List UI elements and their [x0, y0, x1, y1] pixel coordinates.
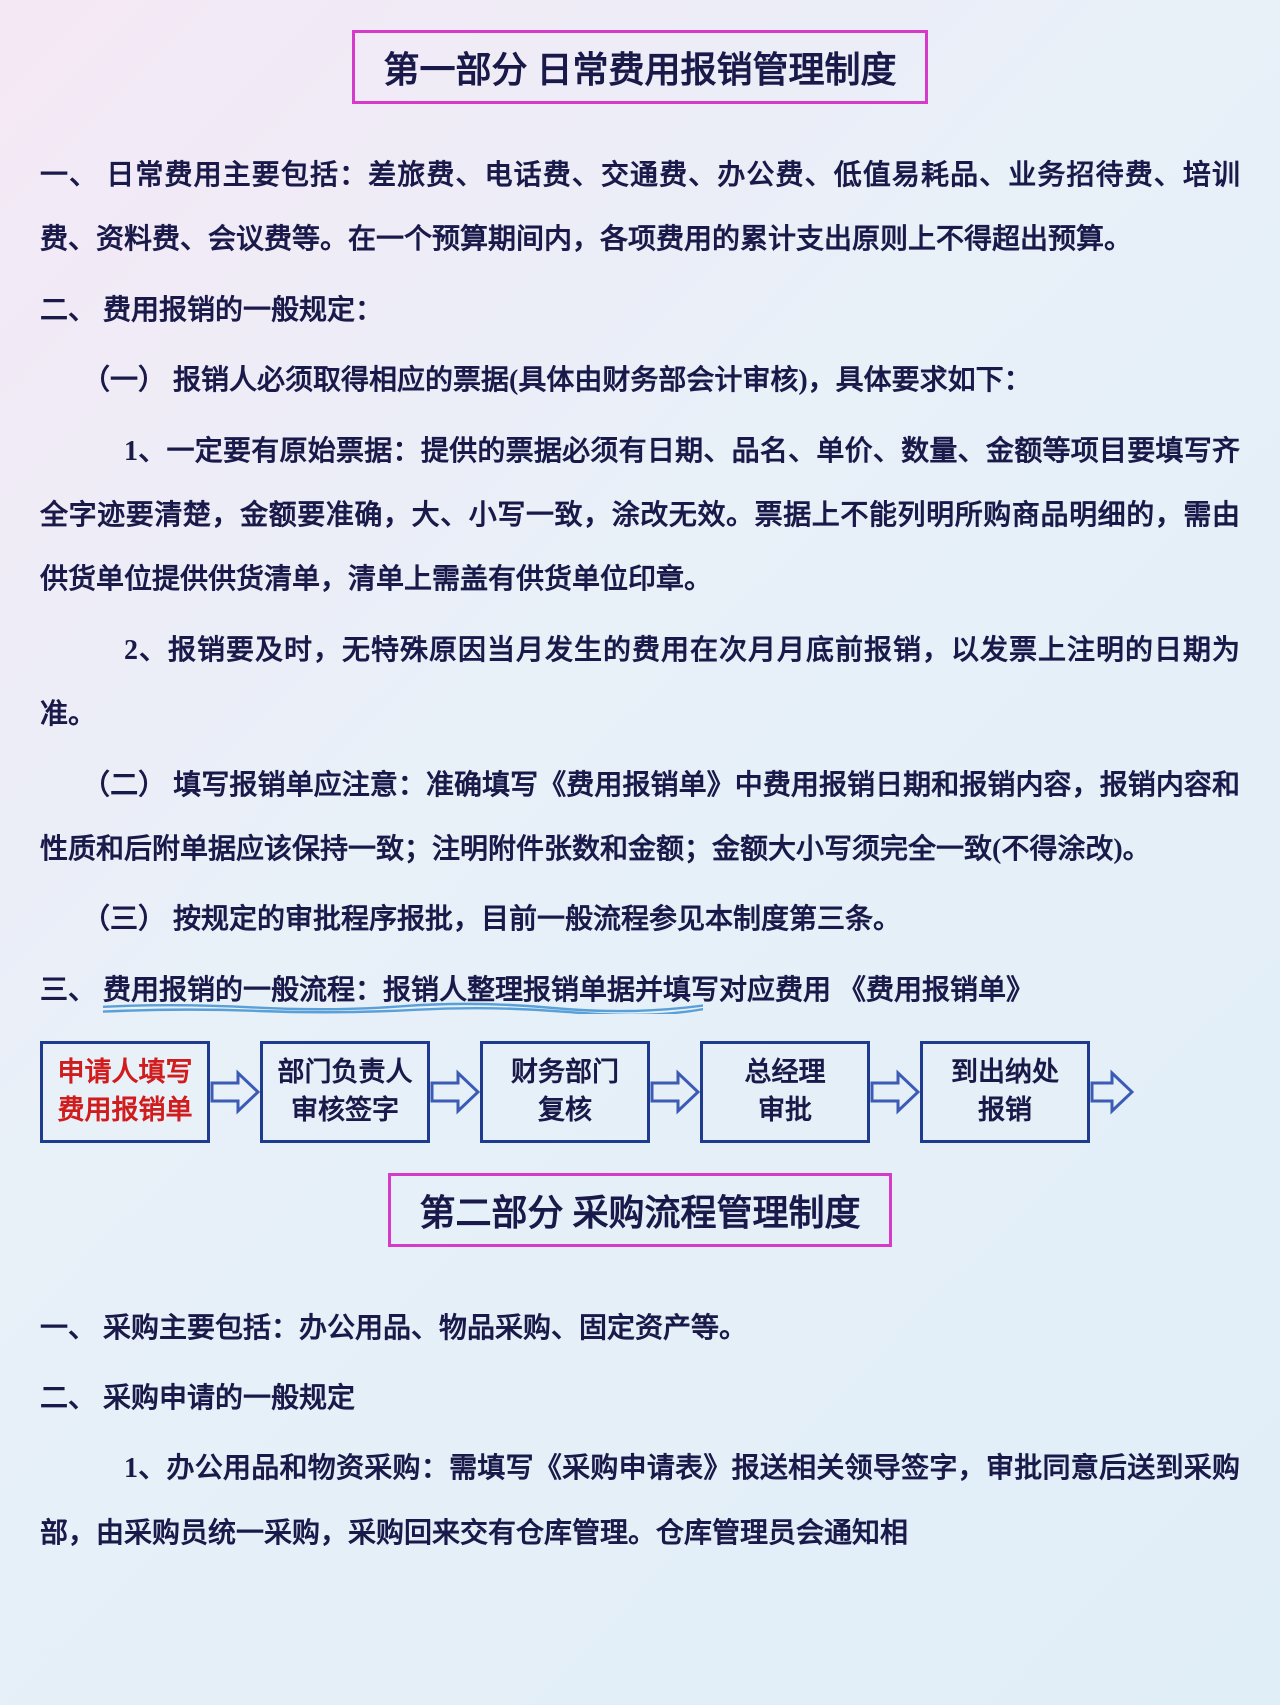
- flow-node-2-line1: 财务部门: [497, 1054, 633, 1092]
- s1-para-3: （一） 报销人必须取得相应的票据(具体由财务部会计审核)，具体要求如下：: [40, 349, 1240, 413]
- s2-para-1: 一、 采购主要包括：办公用品、物品采购、固定资产等。: [40, 1297, 1240, 1361]
- flow-node-1-line1: 部门负责人: [277, 1054, 413, 1092]
- flow-node-0-line2: 费用报销单: [57, 1092, 193, 1130]
- flow-node-0-line1: 申请人填写: [57, 1054, 193, 1092]
- flow-node-0: 申请人填写费用报销单: [40, 1041, 210, 1143]
- section2-title-box: 第二部分 采购流程管理制度: [388, 1173, 891, 1247]
- s1-flow-intro: 三、 费用报销的一般流程：报销人整理报销单据并填写对应费用 《费用报销单》: [40, 959, 1240, 1023]
- s1-para-1: 一、 日常费用主要包括：差旅费、电话费、交通费、办公费、低值易耗品、业务招待费、…: [40, 144, 1240, 273]
- flow-node-3-line2: 审批: [717, 1092, 853, 1130]
- flow-intro-underlined-wrap: 费用报销的一般流程：报销人整理报销单据并填写对应费用 《费用报销单》: [103, 975, 1034, 1006]
- flow-arrow-icon: [870, 1067, 920, 1117]
- flow-arrow-icon: [430, 1067, 480, 1117]
- flow-node-4-line1: 到出纳处: [937, 1054, 1073, 1092]
- flow-node-1-line2: 审核签字: [277, 1092, 413, 1130]
- flow-node-3-line1: 总经理: [717, 1054, 853, 1092]
- flow-node-2-line2: 复核: [497, 1092, 633, 1130]
- s1-para-2: 二、 费用报销的一般规定：: [40, 279, 1240, 343]
- s2-para-3: 1、办公用品和物资采购：需填写《采购申请表》报送相关领导签字，审批同意后送到采购…: [40, 1437, 1240, 1566]
- s1-para-5: 2、报销要及时，无特殊原因当月发生的费用在次月月底前报销，以发票上注明的日期为准…: [40, 619, 1240, 748]
- flow-arrow-icon: [210, 1067, 260, 1117]
- s1-para-7: （三） 按规定的审批程序报批，目前一般流程参见本制度第三条。: [40, 888, 1240, 952]
- s1-para-4: 1、一定要有原始票据：提供的票据必须有日期、品名、单价、数量、金额等项目要填写齐…: [40, 420, 1240, 613]
- section1-title-box: 第一部分 日常费用报销管理制度: [352, 30, 927, 104]
- flow-intro-prefix: 三、: [40, 975, 103, 1006]
- flow-node-1: 部门负责人审核签字: [260, 1041, 430, 1143]
- section2-title: 第二部分 采购流程管理制度: [419, 1193, 860, 1233]
- flow-node-2: 财务部门复核: [480, 1041, 650, 1143]
- flow-node-4-line2: 报销: [937, 1092, 1073, 1130]
- s2-para-2: 二、 采购申请的一般规定: [40, 1367, 1240, 1431]
- s1-para-6: （二） 填写报销单应注意：准确填写《费用报销单》中费用报销日期和报销内容，报销内…: [40, 754, 1240, 883]
- flow-arrow-icon: [1090, 1067, 1134, 1117]
- flow-node-3: 总经理审批: [700, 1041, 870, 1143]
- flowchart-row: 申请人填写费用报销单部门负责人审核签字财务部门复核总经理审批到出纳处报销: [40, 1041, 1240, 1143]
- section1-title: 第一部分 日常费用报销管理制度: [383, 50, 896, 90]
- section1-body: 一、 日常费用主要包括：差旅费、电话费、交通费、办公费、低值易耗品、业务招待费、…: [40, 144, 1240, 1023]
- flow-arrow-icon: [650, 1067, 700, 1117]
- flow-node-4: 到出纳处报销: [920, 1041, 1090, 1143]
- section2-body: 一、 采购主要包括：办公用品、物品采购、固定资产等。 二、 采购申请的一般规定 …: [40, 1297, 1240, 1567]
- flow-intro-underlined: 费用报销的一般流程：报销人整理报销单据并填写对应费用 《费用报销单》: [103, 975, 1034, 1006]
